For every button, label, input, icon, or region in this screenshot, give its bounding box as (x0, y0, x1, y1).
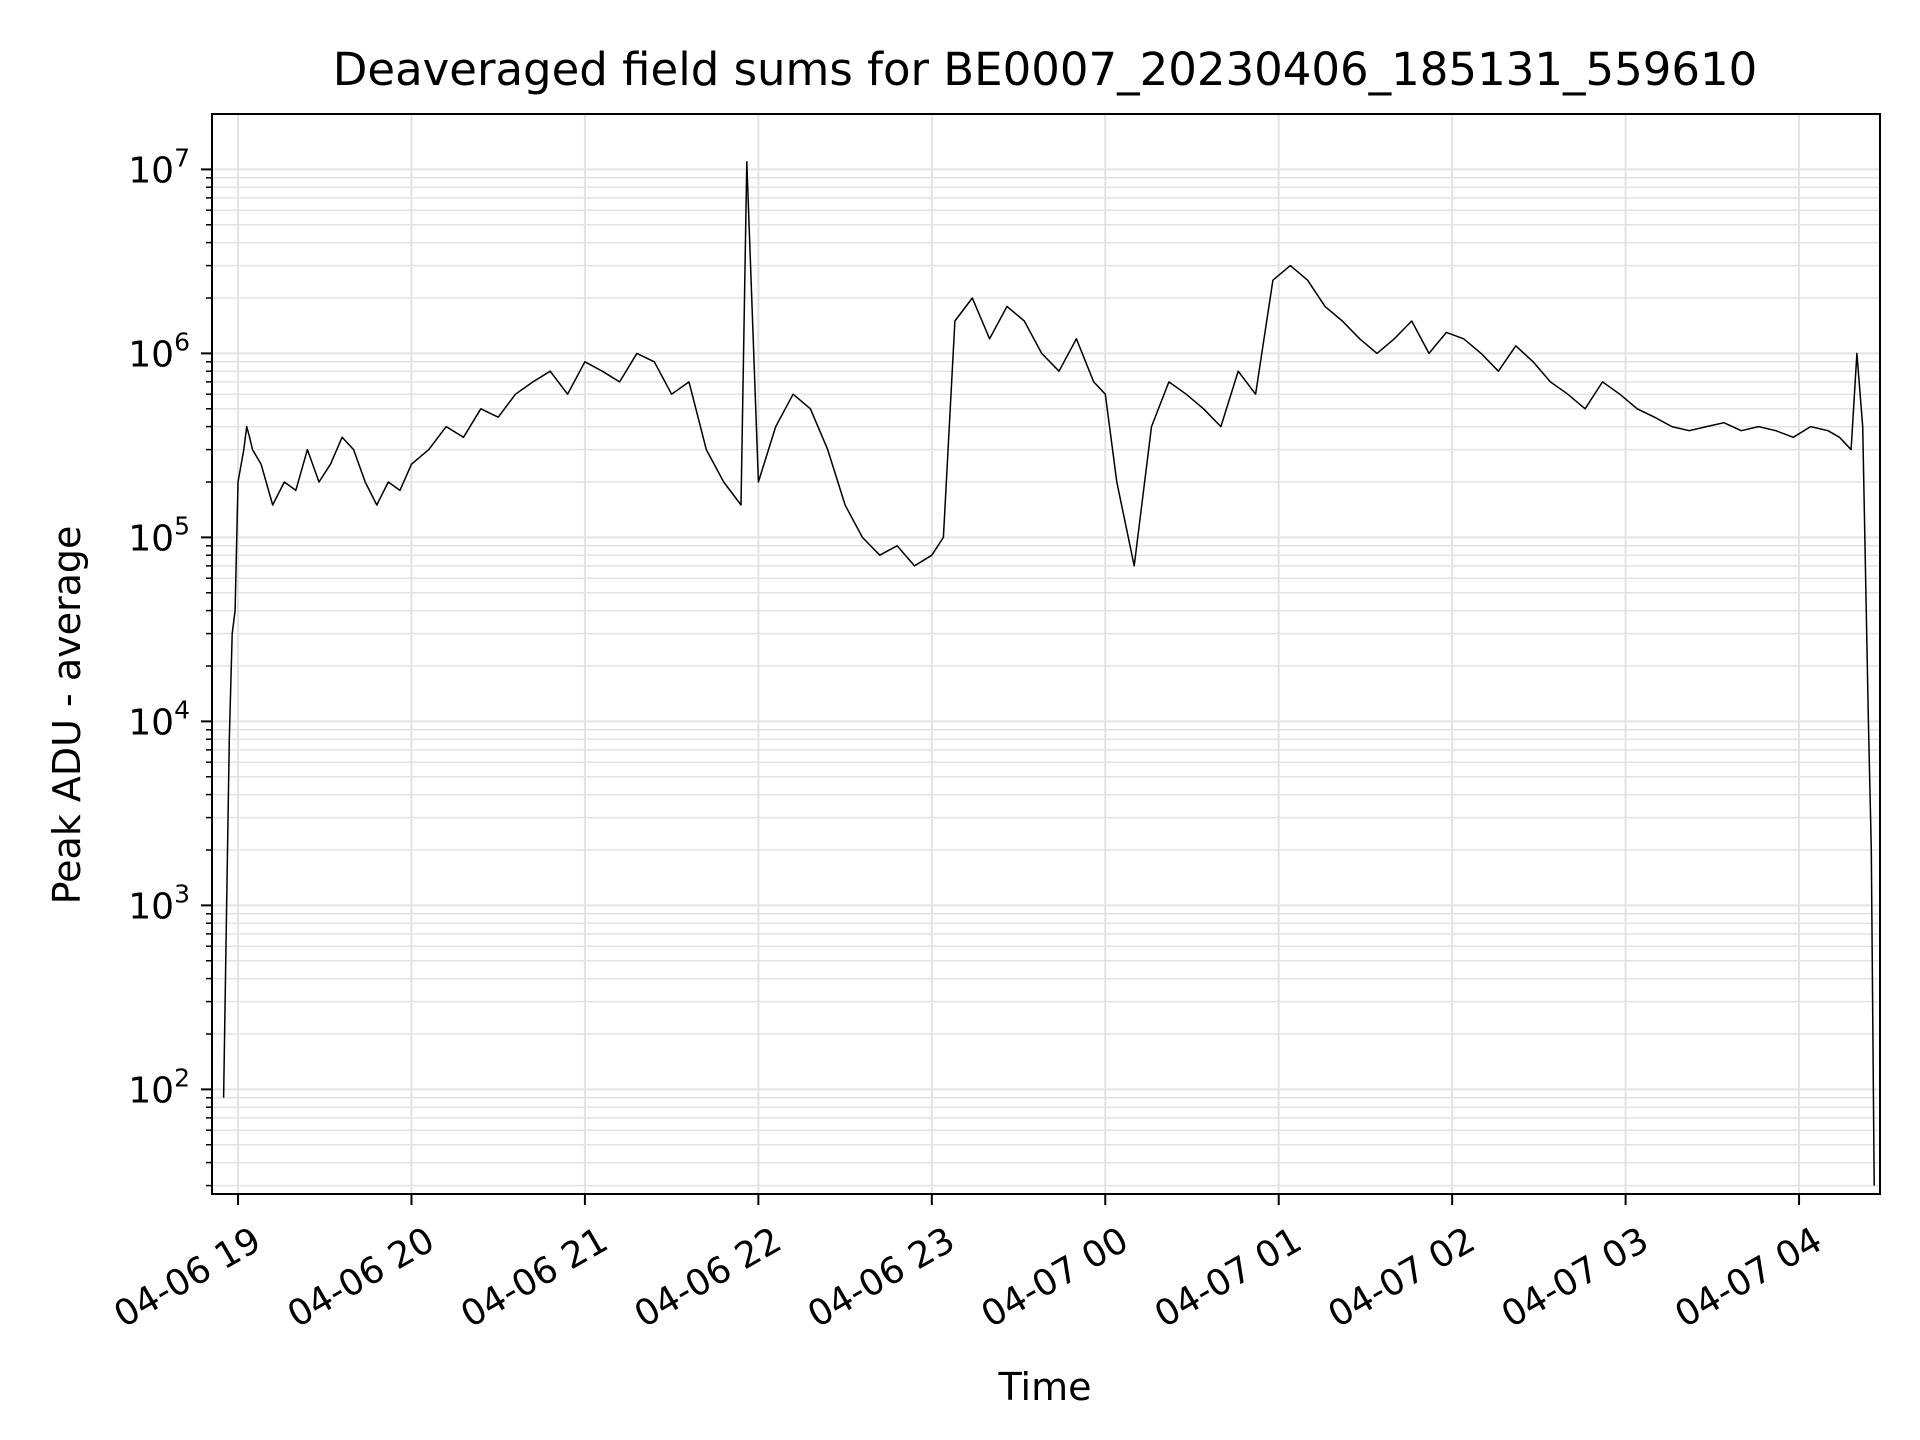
y-axis-label: Peak ADU - average (45, 526, 89, 905)
chart-title: Deaveraged field sums for BE0007_2023040… (333, 43, 1758, 96)
y-tick-label: 105 (128, 511, 190, 559)
series-lines (222, 161, 1875, 1186)
y-tick-label: 103 (128, 879, 190, 927)
plot-frame (211, 113, 1881, 1195)
y-axis: 102 103 104 105 106 107 (128, 143, 212, 1187)
grid (212, 114, 1880, 1194)
y-tick-label: 107 (128, 143, 190, 191)
x-axis-label: Time (998, 1365, 1092, 1409)
series-line (222, 161, 1875, 1186)
y-tick-label: 106 (128, 327, 190, 375)
y-tick-label: 104 (128, 695, 190, 743)
y-tick-label: 102 (128, 1063, 190, 1111)
